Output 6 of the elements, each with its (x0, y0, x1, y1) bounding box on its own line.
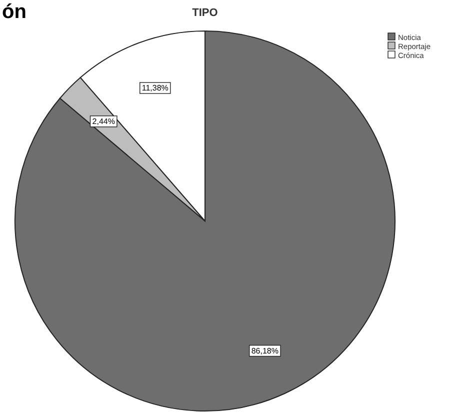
data-label: 86,18% (251, 346, 279, 356)
pie-slice (14, 30, 396, 412)
data-label: 2,44% (92, 116, 115, 126)
data-label: 11,38% (142, 84, 168, 93)
text: ón (2, 1, 26, 23)
chart-title: TIPO (192, 7, 218, 19)
